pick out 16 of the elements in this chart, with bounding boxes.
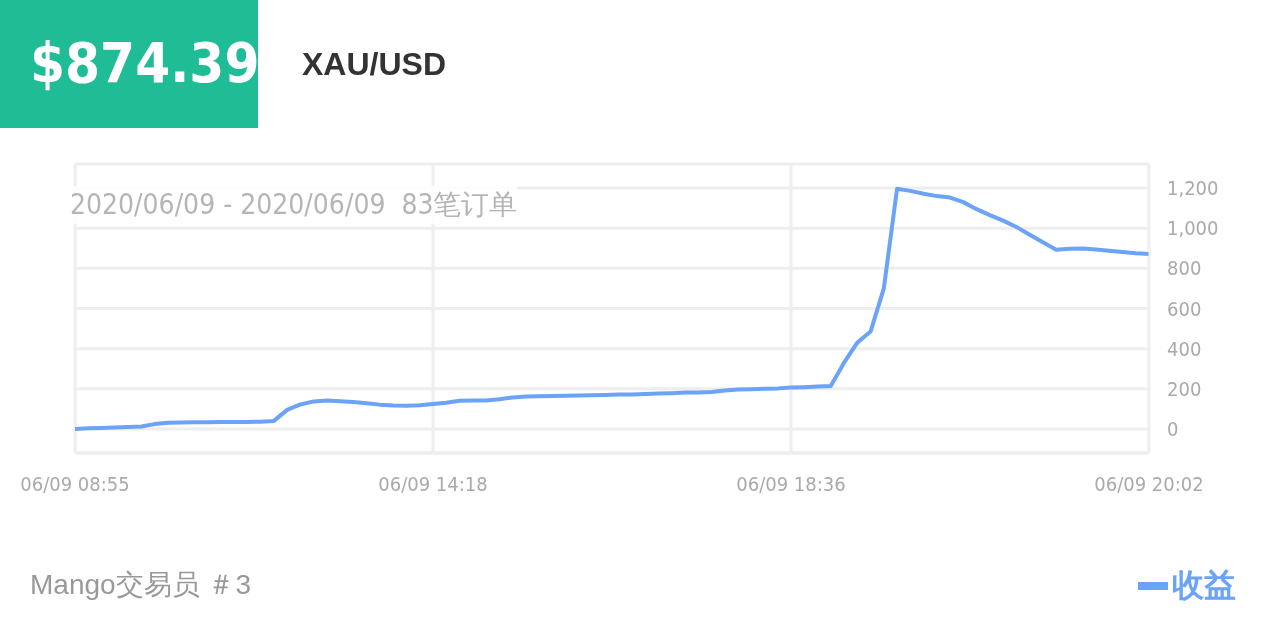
x-tick-label: 06/09 20:02 bbox=[1094, 472, 1204, 497]
y-tick-label: 600 bbox=[1167, 296, 1202, 321]
y-tick-label: 400 bbox=[1167, 336, 1202, 361]
text: Mango交易员 ＃3 bbox=[30, 568, 251, 602]
y-tick-label: 0 bbox=[1167, 417, 1179, 442]
y-tick-label: 200 bbox=[1167, 376, 1202, 401]
y-tick-label: 1,200 bbox=[1167, 176, 1219, 201]
text: 2020/06/09 - 2020/06/09 83笔订单 bbox=[70, 186, 518, 224]
x-tick-label: 06/09 14:18 bbox=[378, 472, 488, 497]
legend-label: 收益 bbox=[1172, 566, 1236, 605]
x-tick-label: 06/09 18:36 bbox=[736, 472, 846, 497]
chart-title: XAU/USD bbox=[302, 46, 447, 83]
y-tick-label: 800 bbox=[1167, 256, 1202, 281]
x-tick-label: 06/09 08:55 bbox=[20, 472, 130, 497]
text: $874.39 bbox=[30, 29, 260, 97]
y-tick-label: 1,000 bbox=[1167, 216, 1219, 241]
